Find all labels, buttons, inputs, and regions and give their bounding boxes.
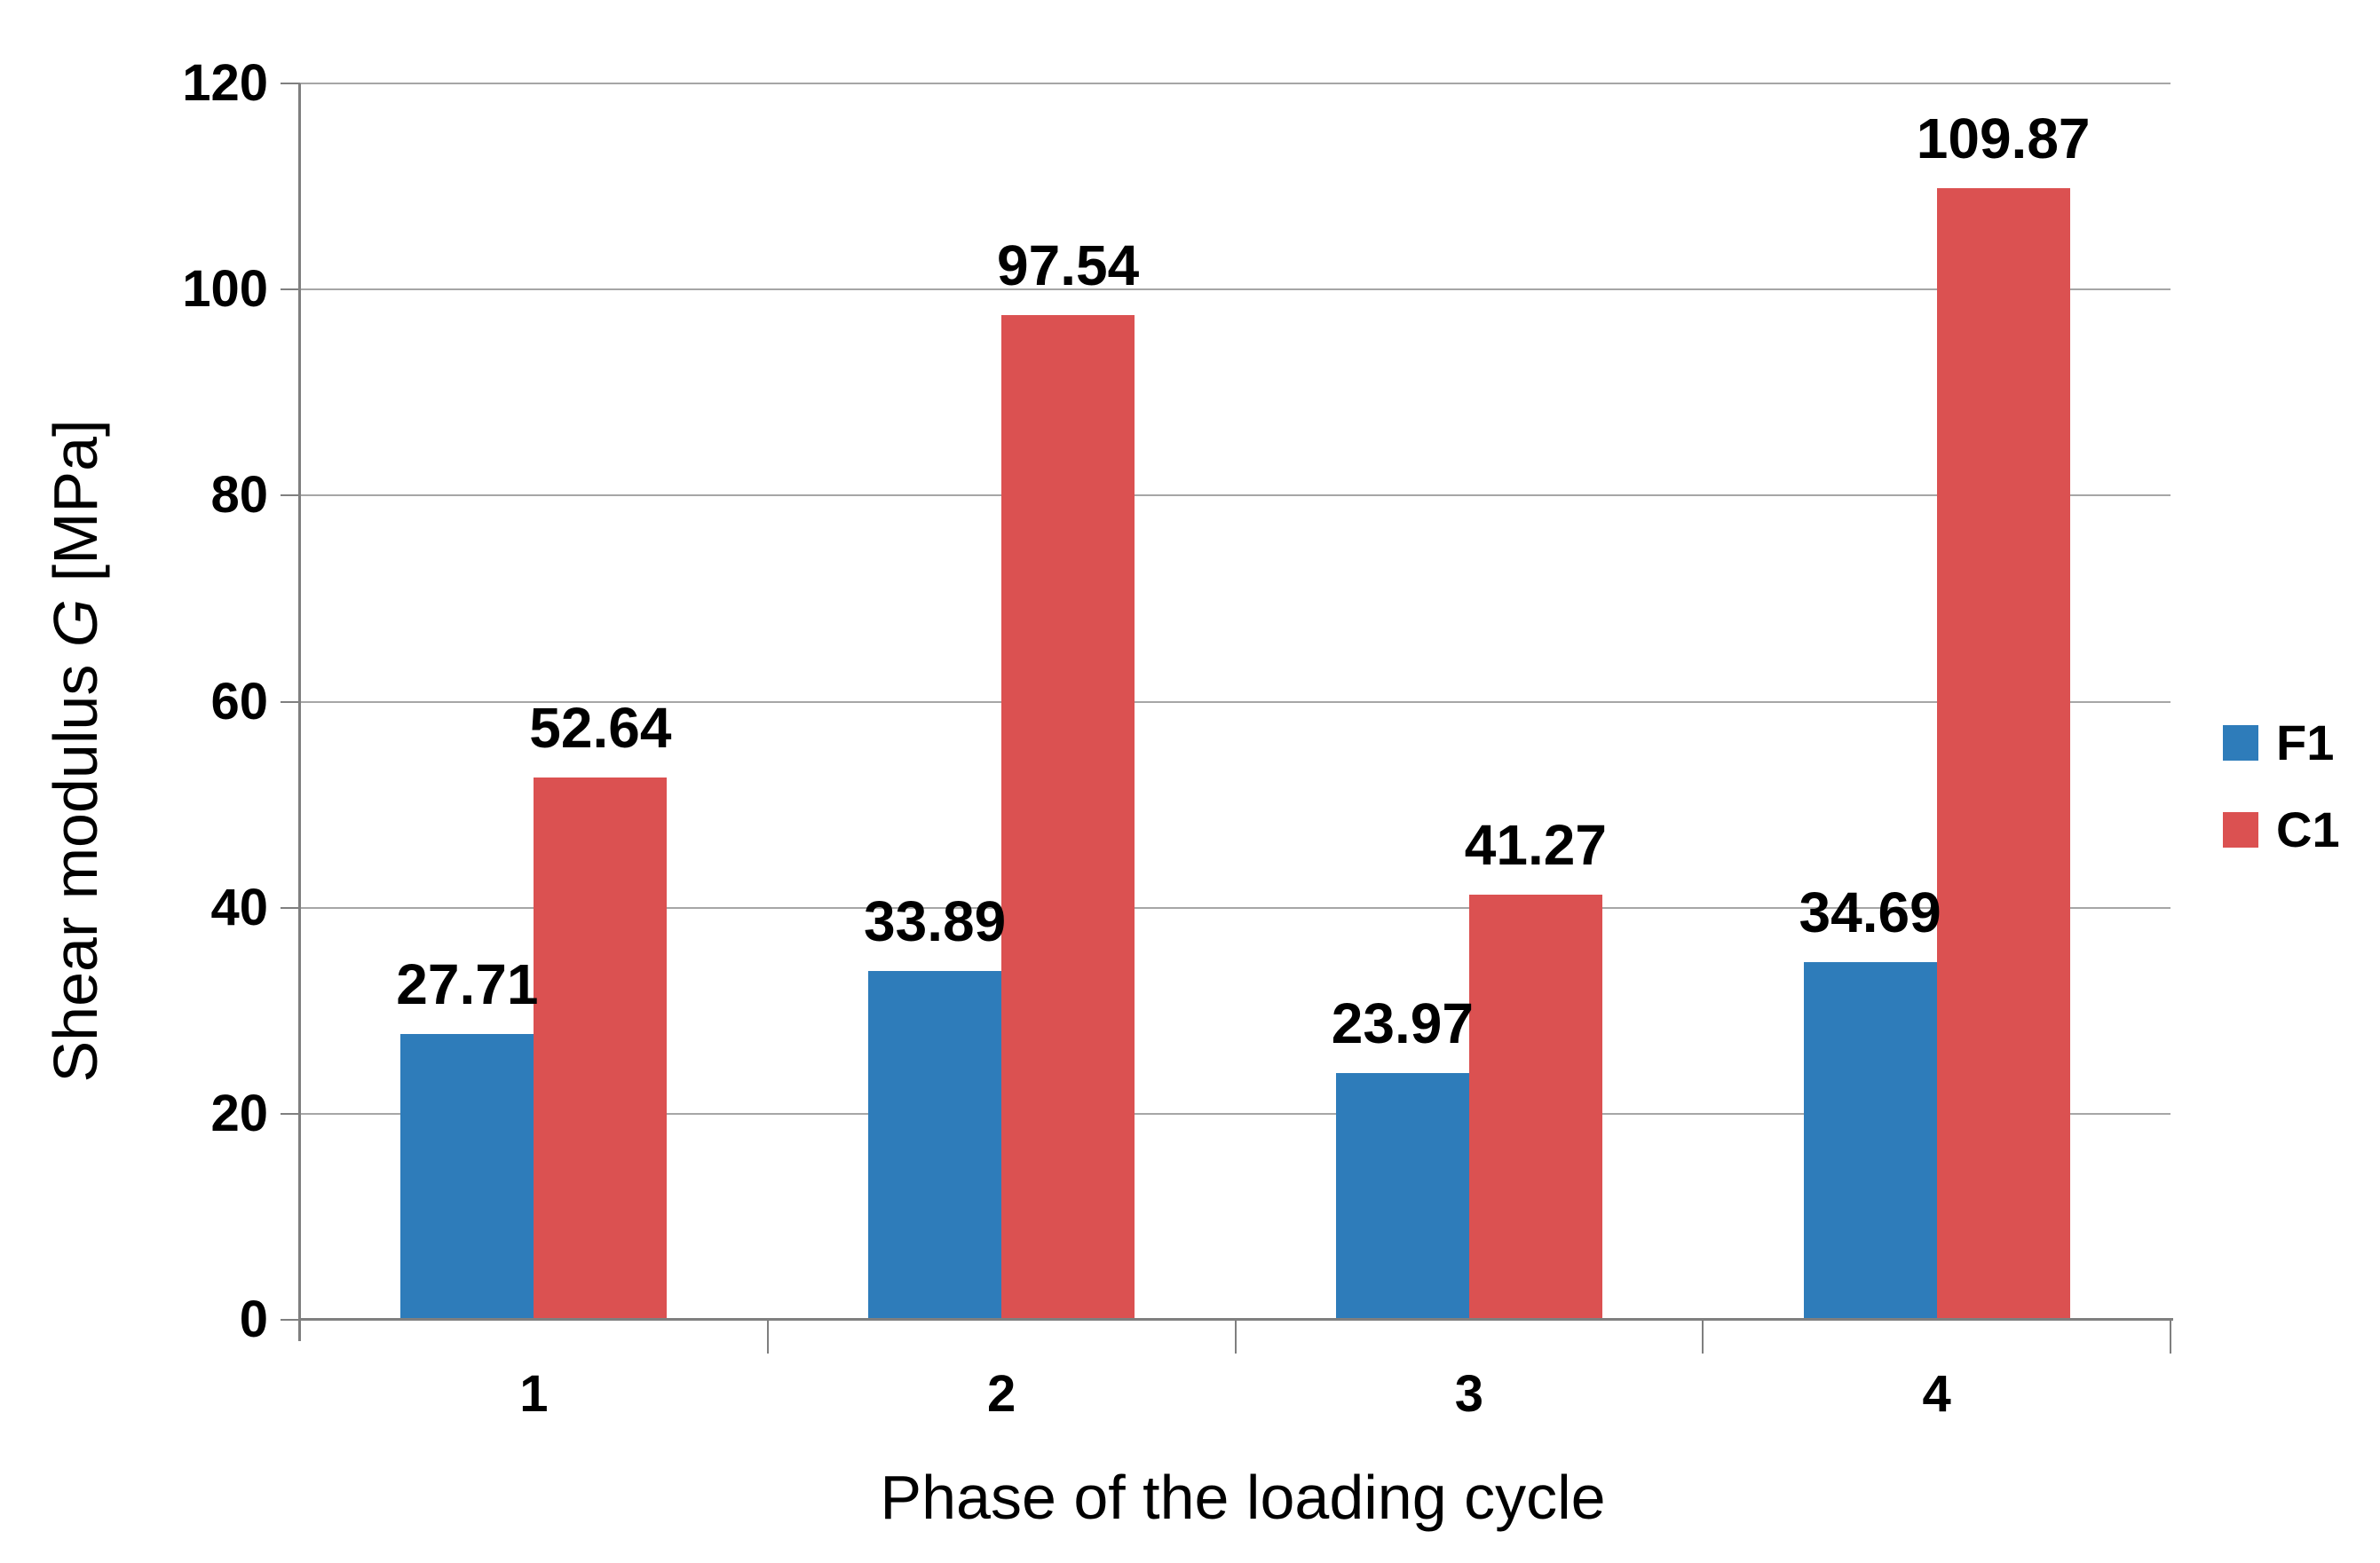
y-tick-label-80: 80	[210, 466, 268, 525]
bar-f1-cat3	[1335, 1072, 1469, 1320]
y-tick-label-60: 60	[210, 672, 268, 730]
bar-value-label-c1-cat1: 52.64	[529, 695, 672, 760]
gridline-40	[300, 906, 2170, 909]
gridline-20	[300, 1112, 2170, 1115]
bar-value-label-c1-cat2: 97.54	[997, 233, 1140, 297]
x-axis-tick-3	[1702, 1320, 1704, 1354]
bar-value-label-f1-cat1: 27.71	[396, 952, 539, 1017]
bar-f1-cat2	[868, 970, 1002, 1320]
bar-value-label-f1-cat3: 23.97	[1331, 991, 1474, 1055]
gridline-60	[300, 700, 2170, 703]
gridline-80	[300, 494, 2170, 497]
y-tick-label-120: 120	[182, 54, 268, 112]
bar-value-label-f1-cat4: 34.69	[1799, 880, 1941, 945]
x-category-label-2: 2	[986, 1365, 1016, 1423]
y-tick-label-0: 0	[239, 1291, 268, 1348]
y-tick-label-40: 40	[210, 878, 268, 936]
plot-area: 0 20 40 60 80 100 120 27.71 52.64 1 33.89 97.54 2 23.…	[182, 58, 2173, 1420]
y-axis-line	[298, 83, 301, 1341]
y-axis-tick-100	[281, 288, 300, 291]
bar-c1-cat1	[534, 777, 668, 1320]
y-axis-tick-120	[281, 83, 300, 84]
bar-value-label-f1-cat2: 33.89	[864, 888, 1007, 953]
y-axis-tick-80	[281, 494, 300, 497]
legend-entry-f1: F1	[2223, 714, 2340, 770]
legend-swatch-c1	[2223, 812, 2258, 848]
legend-swatch-f1	[2223, 725, 2258, 761]
legend-label-c1: C1	[2276, 801, 2340, 857]
legend-entry-c1: C1	[2223, 801, 2340, 857]
y-axis-tick-20	[281, 1112, 300, 1115]
bar-f1-cat1	[400, 1034, 534, 1320]
bar-c1-cat4	[1936, 187, 2070, 1320]
x-category-label-3: 3	[1454, 1365, 1484, 1423]
y-tick-label-20: 20	[210, 1084, 268, 1142]
x-axis-tick-1	[766, 1320, 769, 1354]
gridline-100	[300, 288, 2170, 291]
x-category-label-1: 1	[519, 1365, 549, 1423]
x-axis-tick-4	[2170, 1320, 2171, 1354]
y-axis-title-symbol: G	[41, 598, 110, 648]
x-axis-title: Phase of the loading cycle	[880, 1463, 1606, 1532]
y-axis-tick-60	[281, 700, 300, 703]
bar-value-label-c1-cat4: 109.87	[1916, 106, 2091, 170]
x-category-label-4: 4	[1922, 1365, 1951, 1423]
y-axis-tick-40	[281, 906, 300, 909]
x-axis-line	[300, 1318, 2173, 1321]
bar-c1-cat3	[1468, 894, 1602, 1320]
legend-label-f1: F1	[2276, 714, 2335, 770]
bar-c1-cat2	[1001, 314, 1135, 1320]
bar-value-label-c1-cat3: 41.27	[1464, 812, 1607, 877]
gridline-120	[300, 83, 2170, 84]
y-axis-tick-0	[281, 1319, 300, 1321]
x-axis-tick-2	[1234, 1320, 1237, 1354]
bar-f1-cat4	[1803, 962, 1937, 1320]
legend: F1 C1	[2223, 714, 2340, 898]
y-tick-label-100: 100	[182, 260, 268, 319]
